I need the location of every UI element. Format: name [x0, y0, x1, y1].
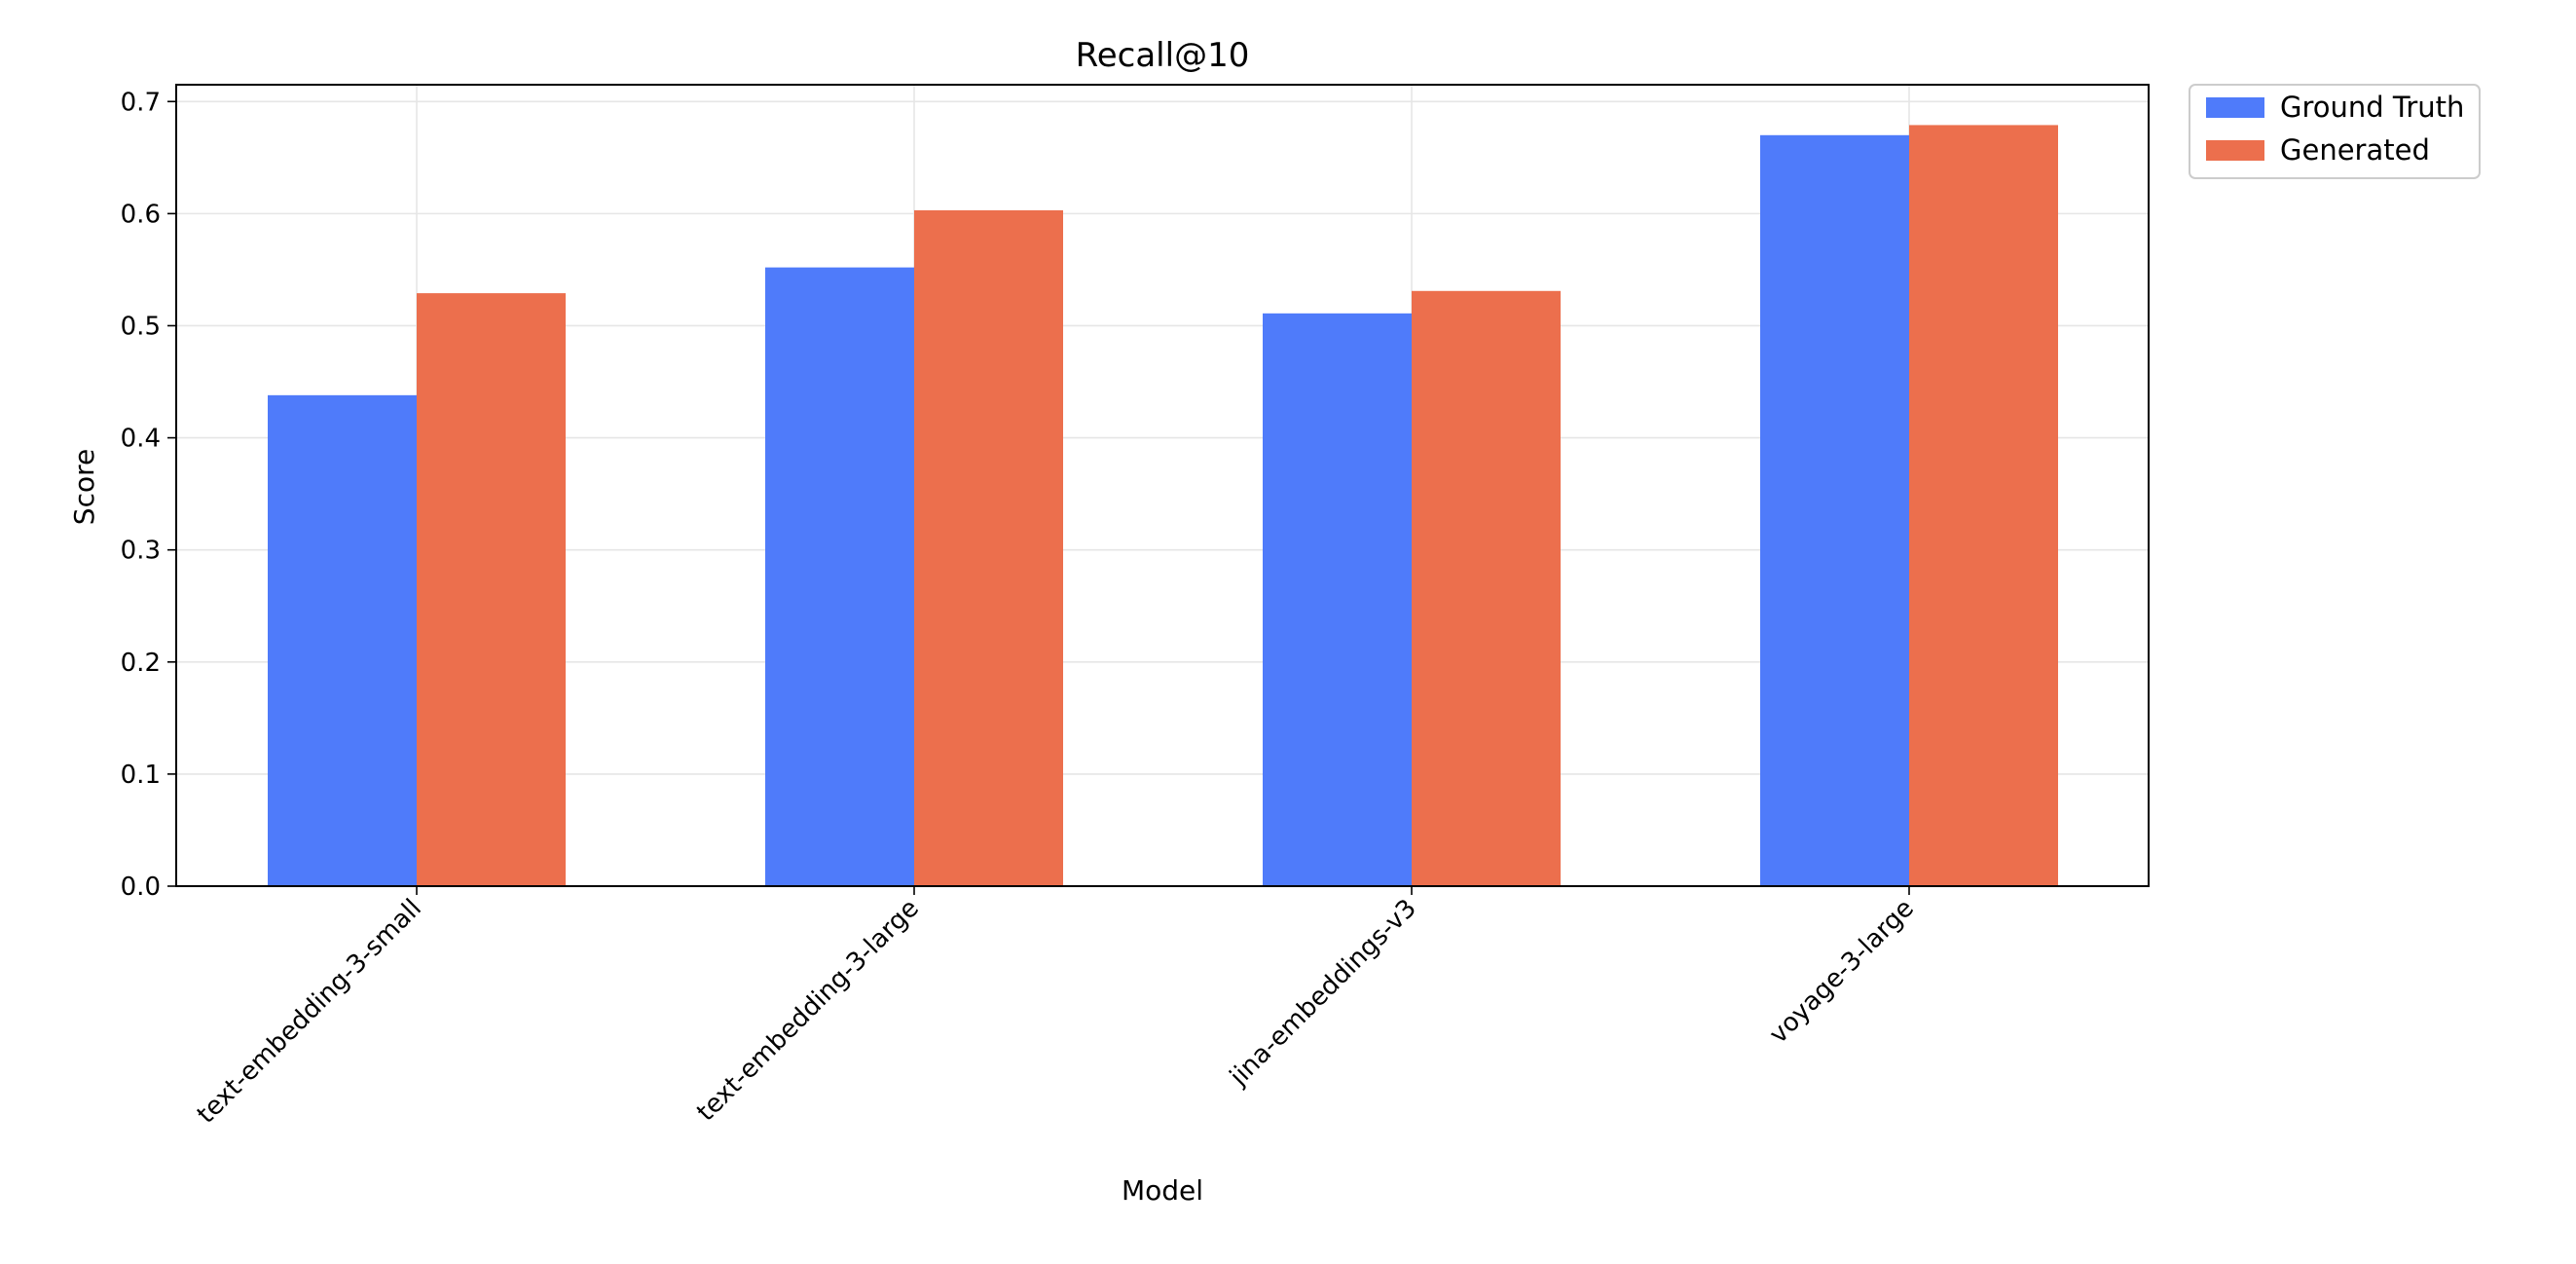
bar-ground-truth-3	[1760, 134, 1909, 887]
legend-swatch	[2206, 140, 2264, 161]
x-axis-label: Model	[1122, 1174, 1203, 1207]
x-tick-label: text-embedding-3-small	[192, 894, 427, 1130]
bar-ground-truth-2	[1263, 313, 1412, 887]
y-axis-label: Score	[68, 449, 100, 525]
y-tick-label: 0.5	[121, 312, 161, 341]
x-tick-label: jina-embeddings-v3	[1224, 894, 1422, 1093]
legend: Ground Truth Generated	[2189, 84, 2481, 179]
y-tick-label: 0.7	[121, 88, 161, 117]
y-tick-label: 0.6	[121, 200, 161, 229]
x-tick-label: voyage-3-large	[1764, 894, 1920, 1050]
y-axis-ticks: 0.0 0.1 0.2 0.3 0.4 0.5 0.6 0.7	[121, 88, 176, 902]
plot-area-frame	[175, 84, 2150, 887]
chart-title: Recall@10	[1076, 36, 1250, 75]
legend-label: Generated	[2280, 133, 2430, 167]
bar-generated-0	[417, 293, 566, 886]
legend-swatch	[2206, 97, 2264, 118]
bar-generated-2	[1412, 290, 1561, 887]
bar-ground-truth-1	[765, 267, 914, 886]
x-tick-label: text-embedding-3-large	[691, 894, 925, 1128]
y-tick-label: 0.2	[121, 649, 161, 678]
bar-generated-1	[914, 209, 1063, 886]
x-axis-ticks: text-embedding-3-small text-embedding-3-l…	[192, 886, 1920, 1130]
bar-generated-3	[1909, 125, 2058, 887]
y-tick-label: 0.3	[121, 537, 161, 566]
y-tick-label: 0.0	[121, 873, 161, 902]
y-tick-label: 0.4	[121, 425, 161, 454]
bar-ground-truth-0	[268, 394, 417, 886]
legend-label: Ground Truth	[2280, 91, 2464, 124]
y-tick-label: 0.1	[121, 761, 161, 790]
bars	[268, 125, 2058, 887]
